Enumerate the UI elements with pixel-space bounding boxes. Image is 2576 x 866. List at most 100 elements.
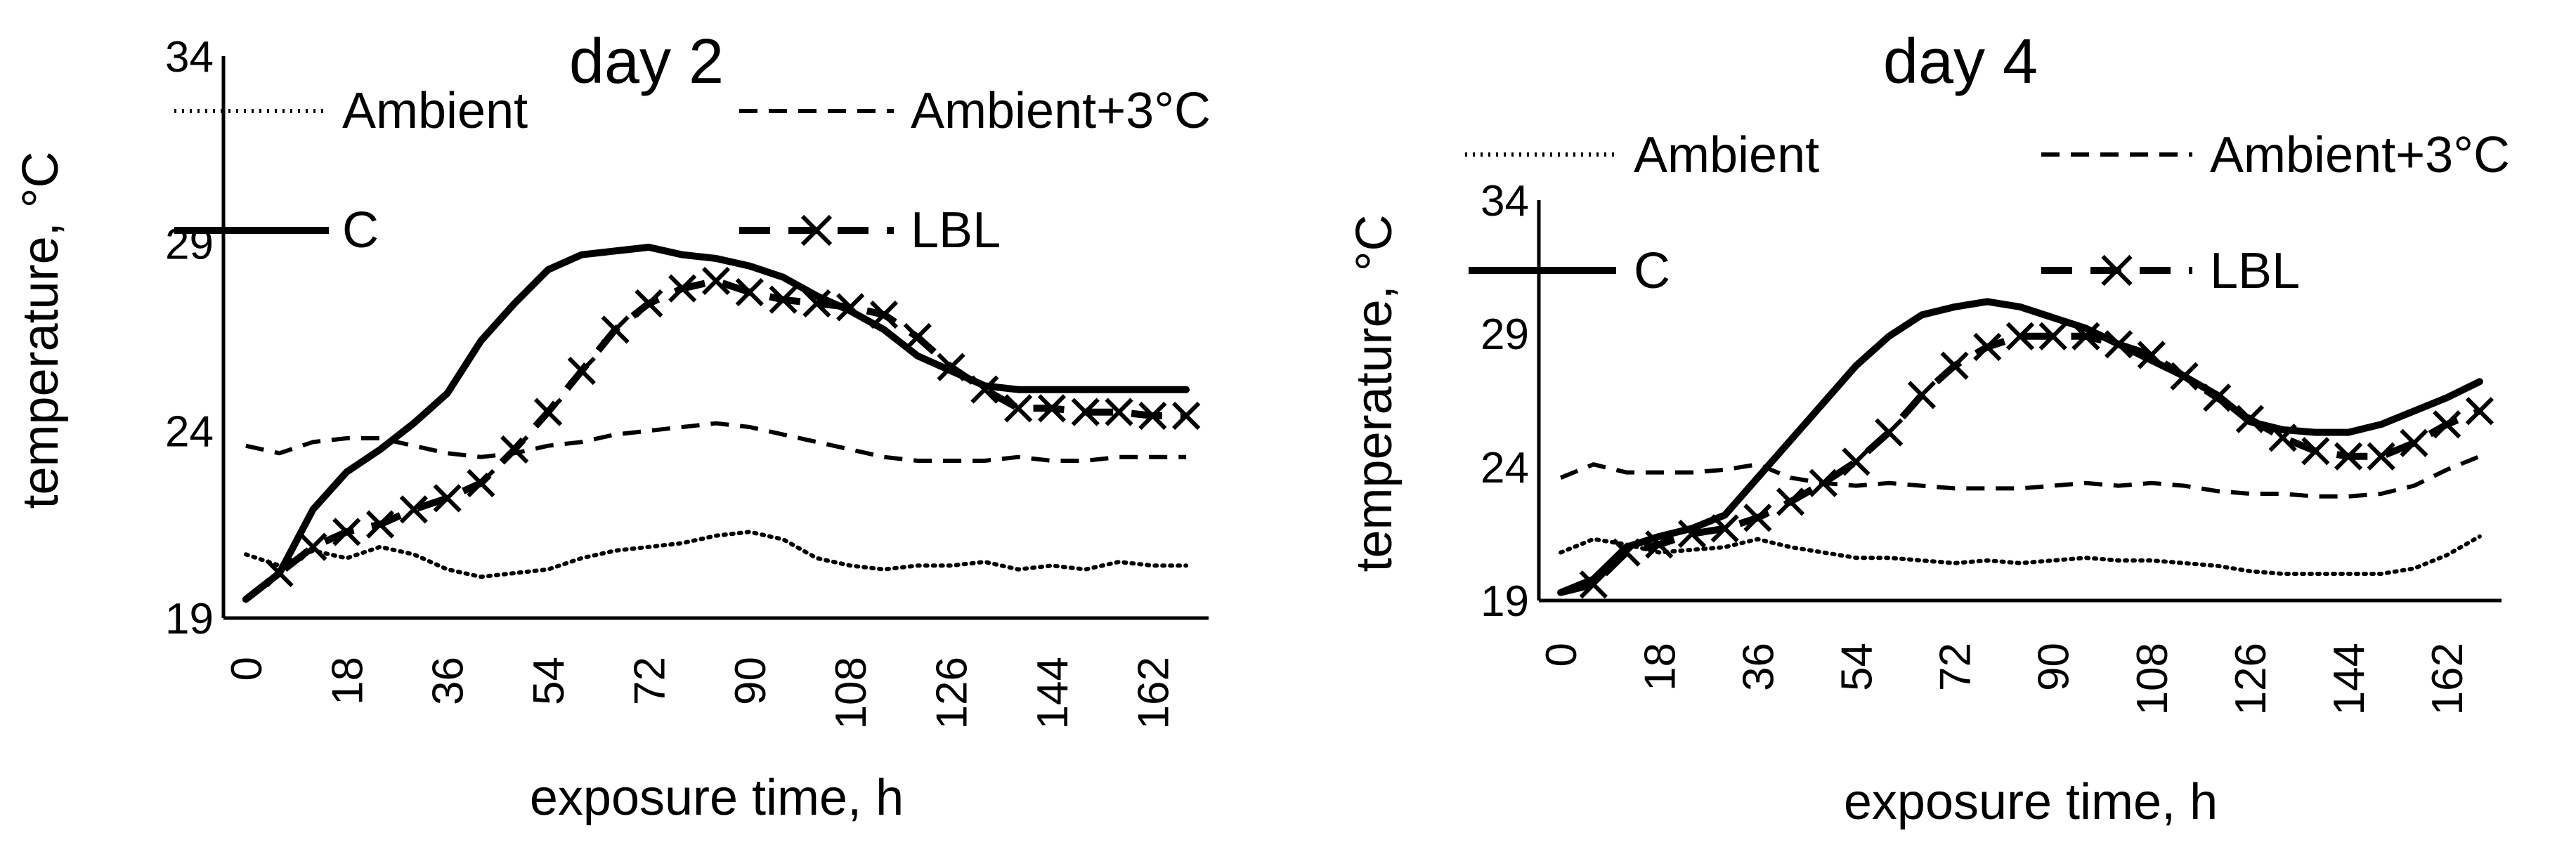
chart-day-4: 19 24 29 34 0 18 36 54 72 90 108 126 144 162 Ambient Am…	[1346, 27, 2510, 830]
lbl-marker	[2104, 330, 2133, 359]
lbl-marker	[1809, 468, 1837, 497]
lbl-marker	[802, 289, 831, 318]
series-line-ambient	[243, 530, 1189, 579]
lbl-marker	[970, 375, 999, 404]
legend-item: LBL	[739, 202, 1001, 258]
series-line-c	[242, 244, 1190, 603]
lbl-marker	[299, 532, 327, 561]
lbl-marker	[1907, 381, 1937, 409]
legend-item: Ambient	[174, 83, 528, 139]
y-tick-label: 29	[1481, 310, 1529, 359]
lbl-marker	[1875, 418, 1904, 447]
lbl-marker	[265, 558, 294, 588]
y-tick-label: 19	[1481, 577, 1529, 626]
legend-marker	[2101, 254, 2133, 287]
legend-label: C	[1634, 243, 1670, 299]
lbl-marker	[433, 484, 462, 513]
legend-label: Ambient+3°C	[2210, 127, 2510, 183]
lbl-marker	[2400, 428, 2428, 457]
series-line-ambient-3-c	[245, 421, 1187, 463]
lbl-marker	[2137, 341, 2166, 369]
x-tick-label: 90	[2030, 643, 2079, 691]
legend-label: Ambient+3°C	[911, 83, 1211, 139]
lbl-marker	[2465, 397, 2494, 426]
x-tick-label: 0	[1537, 643, 1586, 667]
lbl-marker	[500, 435, 529, 464]
x-tick-label: 54	[1833, 643, 1881, 691]
x-tick-label: 108	[2128, 643, 2177, 715]
legend-marker	[800, 214, 833, 247]
legend-item: Ambient+3°C	[2041, 127, 2510, 183]
y-tick-label: 24	[1481, 444, 1529, 492]
lbl-marker	[567, 356, 596, 386]
x-axis-title: exposure time, h	[1844, 774, 2218, 830]
x-tick-label: 162	[2424, 643, 2472, 715]
series-line-ambient-3-c	[1559, 454, 2481, 499]
x-tick-label: 72	[1932, 643, 1980, 691]
lbl-marker	[769, 285, 798, 314]
legend-item: C	[174, 202, 379, 258]
lbl-marker	[467, 468, 495, 498]
lbl-marker	[1037, 394, 1067, 423]
x-tick-label: 144	[1029, 657, 1077, 729]
series-line-lbl	[1559, 332, 2481, 596]
x-tick-label: 54	[525, 657, 573, 705]
lbl-marker	[836, 293, 865, 322]
legend-label: LBL	[2210, 243, 2300, 299]
x-tick-label: 18	[323, 657, 372, 705]
legend-item: Ambient	[1465, 127, 1819, 183]
lbl-marker	[2433, 410, 2461, 439]
lbl-marker	[1973, 332, 2002, 362]
y-tick-label: 34	[165, 33, 214, 81]
y-axis-title: temperature, °C	[13, 152, 69, 509]
x-tick-label: 18	[1636, 643, 1684, 691]
lbl-marker	[2203, 383, 2232, 412]
y-axis-title: temperature, °C	[1346, 215, 1403, 572]
lbl-marker	[2170, 362, 2199, 391]
y-tick-label: 24	[165, 407, 214, 456]
lbl-marker	[1677, 519, 1707, 549]
lbl-marker	[635, 289, 663, 318]
lbl-marker	[1004, 394, 1033, 423]
x-tick-label: 36	[424, 657, 473, 705]
legend-label: LBL	[911, 202, 1001, 258]
lbl-marker	[2334, 442, 2363, 471]
chart-title: day 4	[1883, 27, 2038, 97]
legend-label: C	[342, 202, 379, 258]
lbl-marker	[701, 266, 731, 296]
lbl-marker	[1842, 447, 1871, 476]
lbl-marker	[1105, 398, 1133, 426]
x-tick-label: 36	[1734, 643, 1783, 691]
legend-label: Ambient	[342, 83, 528, 139]
legend-item: Ambient+3°C	[739, 83, 1211, 139]
lbl-marker	[2038, 322, 2067, 350]
lbl-marker	[601, 315, 630, 344]
lbl-marker	[365, 510, 395, 539]
x-tick-label: 0	[223, 657, 271, 681]
lbl-marker	[1940, 351, 1969, 380]
x-tick-label: 144	[2325, 643, 2374, 715]
lbl-marker	[903, 322, 932, 352]
lbl-marker	[2005, 322, 2035, 350]
x-tick-label: 72	[625, 657, 674, 705]
lbl-marker	[2367, 442, 2395, 471]
lbl-marker	[1579, 570, 1608, 599]
lbl-marker	[735, 277, 764, 307]
lbl-marker	[399, 495, 428, 524]
lbl-marker	[1612, 538, 1641, 567]
y-tick-label: 34	[1481, 177, 1529, 225]
lbl-marker	[1710, 514, 1739, 543]
lbl-marker	[2071, 322, 2100, 350]
lbl-marker	[332, 518, 361, 546]
legend-item: LBL	[2041, 243, 2300, 299]
x-tick-label: 90	[727, 657, 775, 705]
x-axis-title: exposure time, h	[530, 770, 904, 826]
lbl-marker	[1172, 401, 1201, 431]
lbl-marker	[2301, 437, 2330, 466]
lbl-marker	[937, 353, 965, 381]
lbl-marker	[2268, 424, 2297, 452]
x-tick-label: 126	[928, 657, 977, 729]
